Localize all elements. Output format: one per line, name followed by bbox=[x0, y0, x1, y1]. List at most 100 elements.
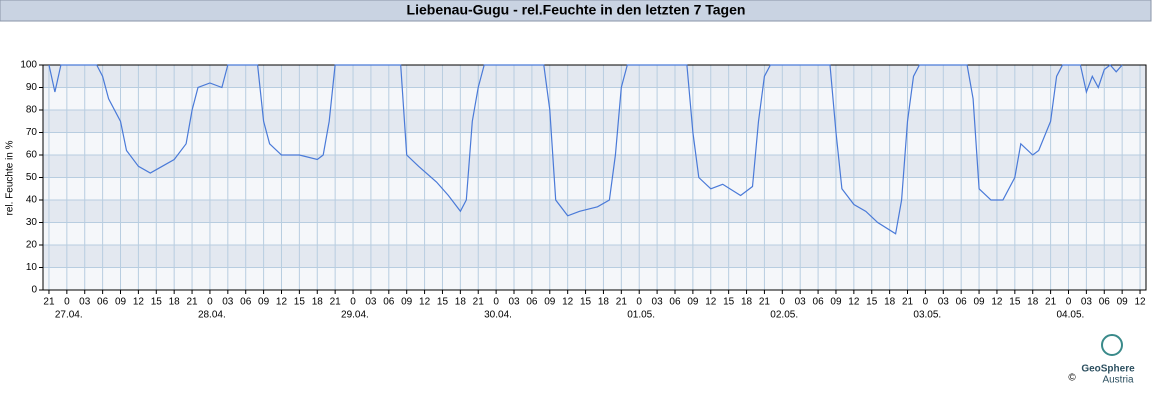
x-tick-label: 18 bbox=[312, 297, 324, 308]
x-tick-label: 12 bbox=[133, 297, 145, 308]
x-tick-label: 21 bbox=[902, 297, 914, 308]
x-tick-label: 15 bbox=[580, 297, 592, 308]
x-tick-label: 06 bbox=[383, 297, 395, 308]
x-tick-label: 09 bbox=[544, 297, 556, 308]
x-tick-label: 15 bbox=[294, 297, 306, 308]
band bbox=[43, 65, 1146, 88]
day-label: 27.04. bbox=[55, 310, 83, 321]
title-bar bbox=[0, 0, 1152, 22]
day-label: 03.05. bbox=[913, 310, 941, 321]
x-tick-label: 06 bbox=[813, 297, 825, 308]
x-tick-label: 06 bbox=[97, 297, 109, 308]
x-tick-label: 03 bbox=[795, 297, 807, 308]
y-tick-label: 60 bbox=[26, 150, 38, 161]
x-tick-label: 21 bbox=[759, 297, 771, 308]
band bbox=[43, 155, 1146, 178]
x-tick-label: 18 bbox=[741, 297, 753, 308]
logo-sub: Austria bbox=[1102, 375, 1134, 386]
y-tick-label: 0 bbox=[31, 285, 37, 296]
x-tick-label: 12 bbox=[562, 297, 574, 308]
x-tick-label: 0 bbox=[64, 297, 70, 308]
x-tick-label: 0 bbox=[1066, 297, 1072, 308]
x-tick-label: 15 bbox=[437, 297, 449, 308]
band bbox=[43, 132, 1146, 155]
x-tick-label: 0 bbox=[923, 297, 929, 308]
y-tick-label: 90 bbox=[26, 82, 38, 93]
x-tick-label: 06 bbox=[1099, 297, 1111, 308]
logo-name: GeoSphere bbox=[1081, 364, 1135, 375]
x-tick-label: 12 bbox=[276, 297, 288, 308]
x-tick-label: 15 bbox=[151, 297, 163, 308]
x-tick-label: 12 bbox=[991, 297, 1003, 308]
y-tick-label: 10 bbox=[26, 262, 38, 273]
y-tick-label: 80 bbox=[26, 105, 38, 116]
band bbox=[43, 200, 1146, 223]
x-tick-label: 12 bbox=[419, 297, 431, 308]
x-tick-label: 03 bbox=[652, 297, 664, 308]
plot-frame bbox=[42, 64, 1147, 291]
chart-title: Liebenau-Gugu - rel.Feuchte in den letzt… bbox=[407, 2, 746, 18]
x-tick-label: 21 bbox=[1045, 297, 1057, 308]
x-tick-label: 03 bbox=[938, 297, 950, 308]
x-tick-label: 06 bbox=[240, 297, 252, 308]
day-label: 30.04. bbox=[484, 310, 512, 321]
x-tick-label: 15 bbox=[866, 297, 878, 308]
y-tick-label: 50 bbox=[26, 172, 38, 183]
x-tick-label: 15 bbox=[723, 297, 735, 308]
band bbox=[43, 267, 1146, 290]
x-tick-label: 21 bbox=[473, 297, 485, 308]
x-tick-label: 15 bbox=[1009, 297, 1021, 308]
x-tick-label: 09 bbox=[830, 297, 842, 308]
copyright: © bbox=[1068, 373, 1076, 384]
day-label: 01.05. bbox=[627, 310, 655, 321]
day-label: 28.04. bbox=[198, 310, 226, 321]
y-tick-label: 70 bbox=[26, 127, 38, 138]
x-tick-label: 03 bbox=[1081, 297, 1093, 308]
x-tick-label: 18 bbox=[598, 297, 610, 308]
x-tick-label: 18 bbox=[884, 297, 896, 308]
x-tick-label: 03 bbox=[79, 297, 91, 308]
x-tick-label: 03 bbox=[365, 297, 377, 308]
band bbox=[43, 222, 1146, 245]
x-tick-label: 21 bbox=[186, 297, 198, 308]
x-tick-label: 09 bbox=[1117, 297, 1129, 308]
y-axis-label: rel. Feuchte in % bbox=[5, 140, 16, 215]
y-tick-label: 30 bbox=[26, 217, 38, 228]
x-tick-label: 21 bbox=[616, 297, 628, 308]
x-tick-label: 0 bbox=[207, 297, 213, 308]
x-tick-label: 09 bbox=[687, 297, 699, 308]
band bbox=[43, 110, 1146, 133]
x-tick-label: 18 bbox=[455, 297, 467, 308]
band bbox=[43, 177, 1146, 200]
x-tick-label: 0 bbox=[636, 297, 642, 308]
y-tick-label: 100 bbox=[20, 60, 37, 71]
x-tick-label: 09 bbox=[258, 297, 270, 308]
x-tick-label: 21 bbox=[330, 297, 342, 308]
day-label: 29.04. bbox=[341, 310, 369, 321]
band bbox=[43, 245, 1146, 268]
day-label: 02.05. bbox=[770, 310, 798, 321]
x-tick-label: 03 bbox=[508, 297, 520, 308]
x-tick-label: 09 bbox=[115, 297, 127, 308]
x-tick-label: 0 bbox=[780, 297, 786, 308]
y-tick-label: 20 bbox=[26, 240, 38, 251]
x-tick-label: 09 bbox=[401, 297, 413, 308]
x-tick-label: 0 bbox=[493, 297, 499, 308]
day-label: 04.05. bbox=[1056, 310, 1084, 321]
x-tick-label: 18 bbox=[169, 297, 181, 308]
x-tick-label: 06 bbox=[956, 297, 968, 308]
band bbox=[43, 87, 1146, 110]
x-tick-label: 12 bbox=[848, 297, 860, 308]
logo: GeoSphere Austria © bbox=[1068, 334, 1135, 386]
x-tick-label: 0 bbox=[350, 297, 356, 308]
x-tick-label: 06 bbox=[669, 297, 681, 308]
data-line bbox=[48, 64, 1123, 235]
logo-icon bbox=[1101, 334, 1123, 356]
x-tick-label: 03 bbox=[222, 297, 234, 308]
x-tick-label: 09 bbox=[973, 297, 985, 308]
x-tick-label: 06 bbox=[526, 297, 538, 308]
x-tick-label: 12 bbox=[1134, 297, 1146, 308]
y-tick-label: 40 bbox=[26, 195, 38, 206]
